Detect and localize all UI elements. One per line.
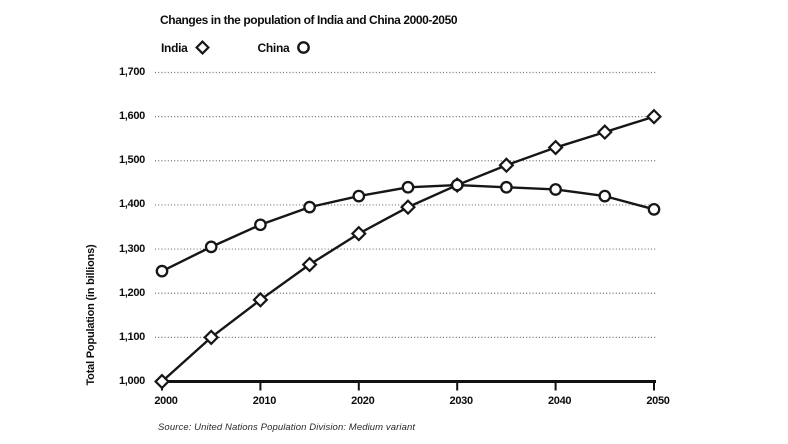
circle-icon — [297, 41, 311, 54]
chart-title: Changes in the population of India and C… — [160, 13, 458, 27]
marker-india — [596, 124, 613, 141]
marker-china — [450, 178, 464, 192]
x-tick-label: 2040 — [547, 395, 572, 407]
marker-india — [498, 157, 515, 174]
legend-label-china: China — [257, 40, 290, 55]
marker-china — [204, 240, 218, 254]
marker-china — [500, 180, 513, 194]
x-tick-label: 2030 — [449, 395, 474, 407]
x-tick-label: 2010 — [252, 395, 277, 407]
y-tick-label: 1,700 — [118, 66, 145, 78]
marker-china — [401, 180, 415, 194]
marker-india — [154, 373, 170, 390]
diamond-icon — [194, 40, 210, 55]
marker-china — [155, 264, 169, 278]
x-tick-label: 2000 — [154, 395, 178, 407]
y-tick-label: 1,200 — [118, 286, 145, 299]
x-tick-label: 2020 — [351, 395, 375, 407]
y-tick-label: 1,600 — [118, 110, 145, 123]
marker-india — [400, 199, 416, 216]
series-line-china — [160, 183, 656, 273]
marker-china — [647, 202, 661, 216]
legend-item-india: India — [161, 40, 210, 55]
marker-india — [203, 329, 220, 346]
legend-item-china: China — [258, 40, 312, 55]
marker-china — [303, 200, 316, 214]
marker-china — [549, 183, 562, 196]
y-tick-label: 1,400 — [118, 198, 145, 211]
legend-label-india: India — [161, 40, 188, 55]
legend: India China — [161, 40, 311, 55]
y-tick-label: 1,000 — [118, 375, 145, 387]
x-tick-label: 2050 — [646, 395, 670, 407]
y-tick-label: 1,500 — [118, 154, 145, 167]
marker-china — [254, 218, 267, 232]
marker-india — [350, 225, 367, 242]
y-tick-label: 1,300 — [118, 242, 145, 255]
marker-india — [646, 108, 662, 125]
marker-india — [252, 291, 269, 308]
source-note: Source: United Nations Population Divisi… — [158, 422, 416, 433]
marker-china — [598, 189, 612, 203]
marker-india — [301, 256, 318, 273]
marker-india — [547, 139, 564, 156]
y-tick-label: 1,100 — [118, 330, 145, 343]
marker-china — [352, 189, 366, 203]
